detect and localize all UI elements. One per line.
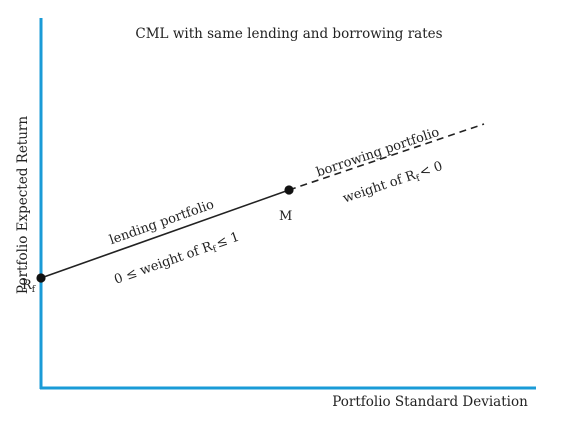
rf-point <box>36 273 46 283</box>
borrowing-line <box>288 123 485 191</box>
x-axis-label: Portfolio Standard Deviation <box>332 394 528 410</box>
y-axis-label: Portfolio Expected Return <box>15 116 31 294</box>
lending-label: lending portfolio <box>108 197 217 248</box>
rf-label: Rf <box>22 278 36 295</box>
lending-line <box>40 189 290 279</box>
diagram-title: CML with same lending and borrowing rate… <box>135 26 442 42</box>
market-point <box>284 185 294 195</box>
market-label: M <box>279 209 292 224</box>
